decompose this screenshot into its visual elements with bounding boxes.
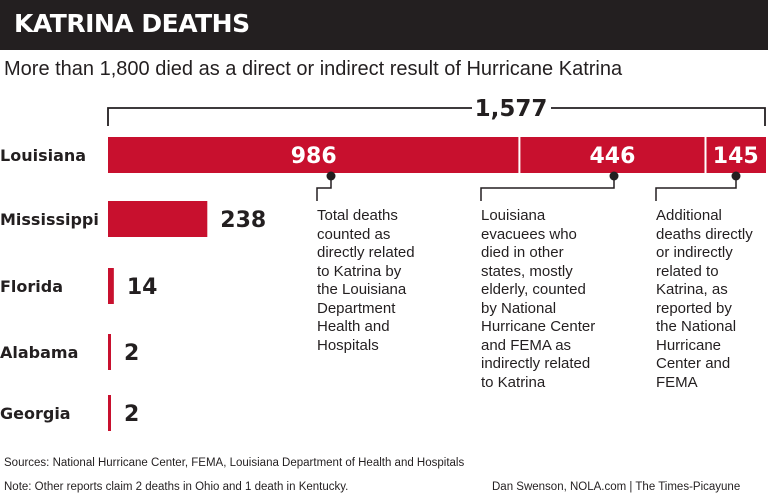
category-label-alabama: Alabama xyxy=(0,343,78,362)
value-label-mississippi: 238 xyxy=(220,208,266,233)
value-label-florida: 14 xyxy=(127,275,158,300)
value-label-alabama: 2 xyxy=(124,341,139,366)
chart-subtitle: More than 1,800 died as a direct or indi… xyxy=(4,58,623,80)
title-bar: KATRINA DEATHS xyxy=(0,0,768,50)
total-label: 1,577 xyxy=(475,96,548,122)
annotation-direct-deaths: Total deaths counted as directly related… xyxy=(317,207,415,354)
segment-label-986: 986 xyxy=(291,144,337,169)
category-label-mississippi: Mississippi xyxy=(0,210,99,229)
leader-line xyxy=(655,176,737,201)
other-reports-note: Note: Other reports claim 2 deaths in Oh… xyxy=(4,481,349,493)
chart-title: KATRINA DEATHS xyxy=(14,9,250,38)
value-label-georgia: 2 xyxy=(124,402,139,427)
louisiana-segment-446 xyxy=(519,137,706,173)
louisiana-segment-145 xyxy=(705,137,766,173)
category-label-georgia: Georgia xyxy=(0,404,71,423)
annotation-evacuee-deaths: Louisiana evacuees who died in other sta… xyxy=(481,207,596,391)
leader-line xyxy=(480,176,615,201)
annotation-additional-deaths: Additional deaths directly or indirectly… xyxy=(656,207,753,391)
category-label-louisiana: Louisiana xyxy=(0,146,86,165)
bar-florida xyxy=(108,268,114,304)
segment-label-446: 446 xyxy=(589,144,635,169)
segment-label-145: 145 xyxy=(713,144,759,169)
category-label-florida: Florida xyxy=(0,277,63,296)
bar-georgia xyxy=(108,395,111,431)
leader-line xyxy=(316,176,332,201)
total-bracket-right xyxy=(551,107,766,126)
credit-line: Dan Swenson, NOLA.com | The Times-Picayu… xyxy=(492,481,741,493)
louisiana-segment-986 xyxy=(108,137,520,173)
bar-alabama xyxy=(108,334,111,370)
sources-note: Sources: National Hurricane Center, FEMA… xyxy=(4,457,465,469)
total-bracket-left xyxy=(107,107,472,126)
bar-mississippi xyxy=(108,201,208,237)
